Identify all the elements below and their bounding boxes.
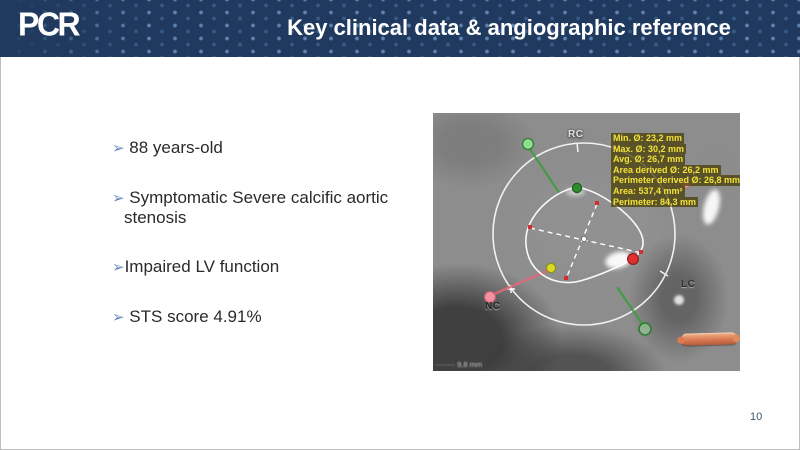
measurement-readout: Min. Ø: 23,2 mm Max. Ø: 30,2 mm Avg. Ø: … xyxy=(611,133,740,208)
bullet-text-age: 88 years-old xyxy=(124,138,223,157)
bullet-text-sts-score: STS score 4.91% xyxy=(124,307,262,326)
measurement-line-perimeter-derived: Perimeter derived Ø: 26,8 mm xyxy=(611,175,740,186)
red-cusp-dot xyxy=(627,253,640,266)
diameter-endpoint xyxy=(528,225,532,229)
reference-circle xyxy=(492,142,676,326)
arrow-bullet-icon: ➢ xyxy=(112,258,125,276)
slide-title: Key clinical data & angiographic referen… xyxy=(287,15,731,40)
min-diameter-line xyxy=(565,203,598,280)
green-handle-dot xyxy=(521,137,535,151)
slide-header: PCR Key clinical data & angiographic ref… xyxy=(0,0,800,57)
calcification-blob xyxy=(674,295,684,305)
measurement-line-area-derived: Area derived Ø: 26,2 mm xyxy=(611,164,721,176)
pink-nc-line xyxy=(491,269,548,297)
diameter-endpoint xyxy=(639,250,643,254)
green-commissure-line xyxy=(616,286,646,329)
green-commissure-line xyxy=(527,145,561,195)
ct-annulus-image: RC LC NC Min. Ø: 23,2 mm Max. Ø: 30,2 mm… xyxy=(433,113,740,371)
page-number: 10 xyxy=(750,411,763,423)
measurement-line-min: Min. Ø: 23,2 mm xyxy=(611,133,685,144)
list-item: ➢ Symptomatic Severe calcific aortic ste… xyxy=(112,188,442,227)
partial-scale-text: ········ 9,8 mm xyxy=(435,360,483,369)
bullet-text-lv-function: Impaired LV function xyxy=(124,257,280,276)
clinical-data-list: ➢ 88 years-old ➢ Symptomatic Severe calc… xyxy=(112,138,442,357)
measurement-line-area: Area: 537,4 mm² xyxy=(611,185,685,197)
center-dot xyxy=(580,236,587,243)
cusp-label-nc: NC xyxy=(485,301,501,312)
list-item: ➢Impaired LV function xyxy=(112,257,442,277)
pink-handle-dot xyxy=(483,290,497,304)
orange-3d-object xyxy=(680,332,738,346)
measurement-line-max: Max. Ø: 30,2 mm xyxy=(611,143,687,155)
annulus-measurement-overlay xyxy=(483,137,691,336)
pcr-logo: PCR xyxy=(18,5,81,43)
green-cusp-dot xyxy=(571,182,583,194)
measurement-line-perimeter: Perimeter: 84,3 mm xyxy=(611,196,699,208)
circle-tick xyxy=(576,142,579,153)
green-handle-dot xyxy=(638,322,652,336)
cusp-label-lc: LC xyxy=(681,279,696,290)
yellow-cusp-dot xyxy=(545,262,557,274)
cusp-label-rc: RC xyxy=(568,129,584,140)
list-item: ➢ 88 years-old xyxy=(112,138,442,158)
arrow-bullet-icon: ➢ xyxy=(112,308,125,326)
list-item: ➢ STS score 4.91% xyxy=(112,307,442,327)
arrow-bullet-icon: ➢ xyxy=(112,139,125,157)
measurement-line-avg: Avg. Ø: 26,7 mm xyxy=(611,154,686,165)
arrow-bullet-icon: ➢ xyxy=(112,189,125,207)
bullet-text-stenosis: Symptomatic Severe calcific aortic steno… xyxy=(124,188,393,227)
diameter-endpoint xyxy=(564,276,568,280)
diameter-endpoint xyxy=(595,201,599,205)
circle-tick xyxy=(659,270,669,277)
